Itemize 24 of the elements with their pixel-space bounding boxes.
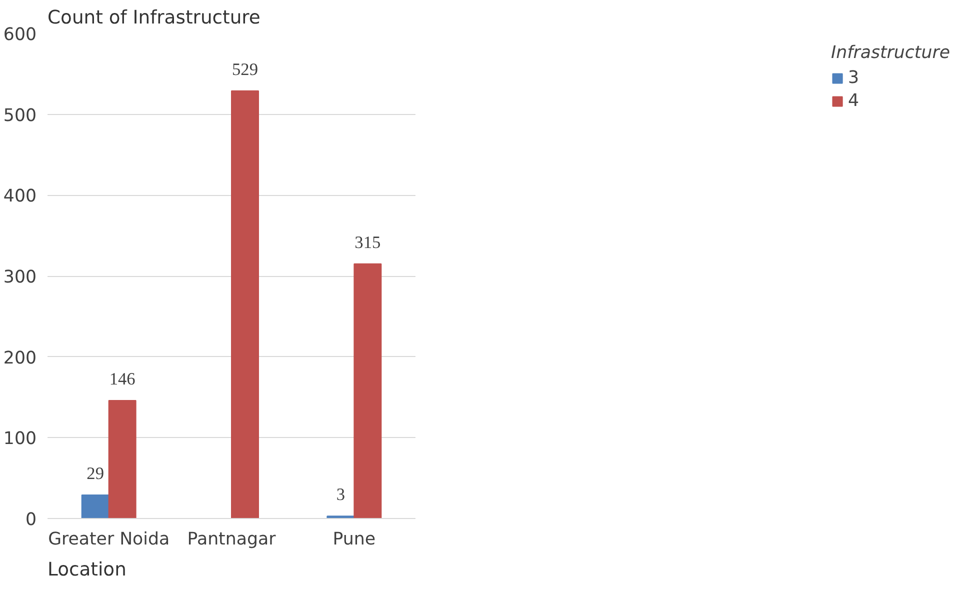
bar (231, 90, 259, 518)
x-tick-label: Pune (332, 530, 376, 550)
data-label: 315 (354, 232, 381, 252)
bar (108, 400, 136, 518)
x-tick-label: Greater Noida (48, 530, 170, 550)
x-axis-title: Location (48, 560, 126, 580)
y-tick-label: 100 (3, 429, 37, 450)
bar (354, 263, 382, 518)
y-tick-label: 600 (3, 25, 37, 45)
data-label: 3 (336, 485, 346, 504)
x-tick-label: Pantnagar (187, 530, 277, 550)
legend-label: 3 (848, 68, 860, 88)
y-tick-label: 500 (3, 106, 37, 126)
chart-title: Count of Infrastructure (48, 8, 260, 28)
y-tick-label: 200 (3, 348, 37, 368)
data-label: 529 (232, 60, 258, 79)
bar (81, 494, 110, 518)
data-label: 146 (109, 369, 136, 388)
y-tick-label: 300 (3, 268, 37, 288)
y-tick-label: 0 (25, 510, 37, 530)
legend-label: 4 (848, 91, 860, 111)
data-label: 29 (86, 464, 104, 484)
y-tick-label: 400 (3, 186, 37, 207)
legend-title: Infrastructure (831, 43, 950, 63)
